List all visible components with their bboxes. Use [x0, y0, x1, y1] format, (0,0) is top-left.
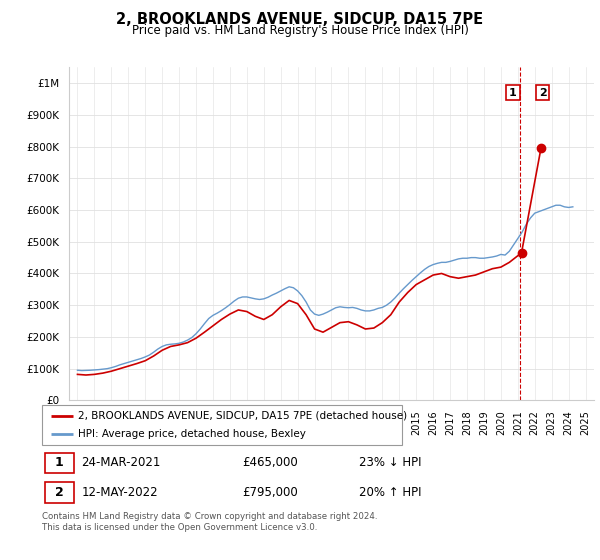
FancyBboxPatch shape — [44, 452, 74, 473]
Text: 20% ↑ HPI: 20% ↑ HPI — [359, 486, 421, 499]
Text: Price paid vs. HM Land Registry's House Price Index (HPI): Price paid vs. HM Land Registry's House … — [131, 24, 469, 36]
Text: 24-MAR-2021: 24-MAR-2021 — [82, 456, 161, 469]
Text: 2, BROOKLANDS AVENUE, SIDCUP, DA15 7PE (detached house): 2, BROOKLANDS AVENUE, SIDCUP, DA15 7PE (… — [78, 411, 407, 421]
FancyBboxPatch shape — [44, 482, 74, 503]
Text: 1: 1 — [509, 87, 517, 97]
Text: £795,000: £795,000 — [242, 486, 298, 499]
Text: Contains HM Land Registry data © Crown copyright and database right 2024.
This d: Contains HM Land Registry data © Crown c… — [42, 512, 377, 532]
Text: 23% ↓ HPI: 23% ↓ HPI — [359, 456, 421, 469]
Text: £465,000: £465,000 — [242, 456, 298, 469]
FancyBboxPatch shape — [42, 405, 402, 445]
Text: 2, BROOKLANDS AVENUE, SIDCUP, DA15 7PE: 2, BROOKLANDS AVENUE, SIDCUP, DA15 7PE — [116, 12, 484, 27]
Text: HPI: Average price, detached house, Bexley: HPI: Average price, detached house, Bexl… — [78, 430, 306, 439]
Text: 2: 2 — [539, 87, 547, 97]
Text: 2: 2 — [55, 486, 64, 499]
Text: 12-MAY-2022: 12-MAY-2022 — [82, 486, 158, 499]
Text: 1: 1 — [55, 456, 64, 469]
